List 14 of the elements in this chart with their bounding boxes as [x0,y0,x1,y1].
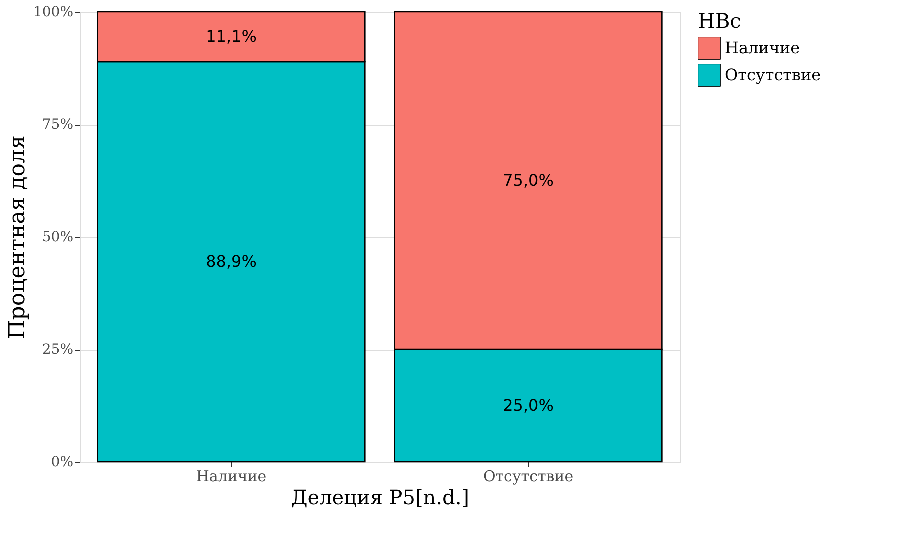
y-tick-label: 0% [51,454,74,470]
legend-title: HBc [698,9,742,33]
y-tick-label: 75% [42,117,74,133]
y-axis-title: Процентная доля [5,136,30,340]
data-label: 75,0% [503,170,554,190]
data-label: 88,9% [206,252,257,271]
y-tick-label: 100% [33,4,74,20]
y-tick-label: 50% [42,230,74,246]
data-label: 11,1% [206,26,257,46]
legend-label: Отсутствие [725,66,822,84]
legend-label: Наличие [725,38,800,58]
data-label: 25,0% [503,396,554,415]
y-tick-label: 25% [42,342,74,358]
x-axis-title: Делеция P5[n.d.] [292,486,470,510]
